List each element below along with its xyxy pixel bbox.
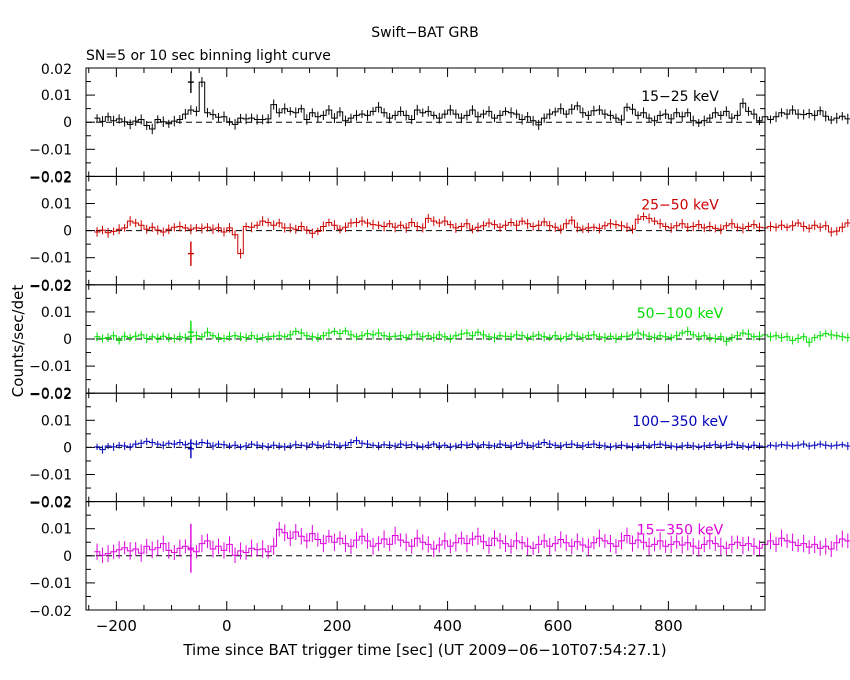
y-tick-label: −0.02 (29, 169, 72, 185)
x-tick-label: 400 (433, 617, 462, 635)
y-tick-label: 0 (63, 115, 72, 131)
panel-5: −0.02 0.01 0 −0.01 −0.02 15−350 keV (29, 495, 850, 620)
x-tick-label: 0 (222, 617, 232, 635)
y-tick-label: −0.01 (29, 142, 72, 158)
y-tick-label: −0.02 (29, 495, 72, 511)
y-tick-label: 0 (63, 332, 72, 348)
y-tick-label: 0.01 (41, 197, 72, 213)
panel-2: −0.02 0.01 0 −0.01 −0.02 25−50 keV (29, 169, 850, 295)
energy-band-label: 15−25 keV (641, 89, 719, 105)
x-tick-label: 800 (654, 617, 683, 635)
panel-3: −0.02 0.01 0 −0.01 −0.02 50−100 keV (29, 278, 850, 403)
y-axis-label: Counts/sec/det (9, 285, 27, 398)
light-curve-series (94, 216, 850, 255)
y-tick-label: 0.01 (41, 305, 72, 321)
y-tick-label: −0.02 (29, 604, 72, 620)
error-bars (96, 77, 849, 135)
y-tick-label: −0.02 (29, 278, 72, 294)
light-curve-series (94, 81, 850, 130)
y-tick-label: 0.01 (41, 88, 72, 104)
x-tick-label: −200 (96, 617, 137, 635)
y-tick-label: 0 (63, 224, 72, 240)
error-bars (96, 212, 849, 259)
y-tick-label: −0.02 (29, 496, 72, 512)
panel-4: −0.02 0.01 0 −0.01 −0.02 100−350 keV (29, 386, 850, 512)
y-tick-label: −0.01 (29, 359, 72, 375)
x-axis-label: Time since BAT trigger time [sec] (UT 20… (182, 641, 666, 659)
panel-1: 0.02 0.01 0 −0.01 −0.02 15−25 keV (29, 62, 850, 186)
chart-subtitle: SN=5 or 10 sec binning light curve (86, 48, 331, 64)
y-tick-label: −0.01 (29, 468, 72, 484)
y-tick-label: −0.02 (29, 386, 72, 402)
y-tick-label: 0.01 (41, 413, 72, 429)
y-tick-label: −0.01 (29, 576, 72, 592)
y-tick-label: 0 (63, 440, 72, 456)
y-tick-label: −0.02 (29, 279, 72, 295)
energy-band-label: 25−50 keV (641, 197, 719, 213)
chart-title: Swift−BAT GRB (371, 25, 478, 41)
light-curve-series (94, 528, 850, 556)
x-tick-label: 200 (323, 617, 352, 635)
y-tick-label: 0.01 (41, 522, 72, 538)
energy-band-label: 100−350 keV (632, 414, 728, 430)
y-tick-label: −0.02 (29, 387, 72, 403)
light-curve-series (94, 440, 850, 451)
energy-band-label: 50−100 keV (637, 306, 724, 322)
light-curve-series (94, 330, 850, 343)
x-tick-label: 600 (544, 617, 573, 635)
energy-band-label: 15−350 keV (637, 523, 724, 539)
y-tick-label: −0.01 (29, 251, 72, 267)
y-tick-label: 0.02 (41, 62, 72, 78)
y-tick-label: −0.02 (29, 170, 72, 186)
y-tick-label: 0 (63, 549, 72, 565)
